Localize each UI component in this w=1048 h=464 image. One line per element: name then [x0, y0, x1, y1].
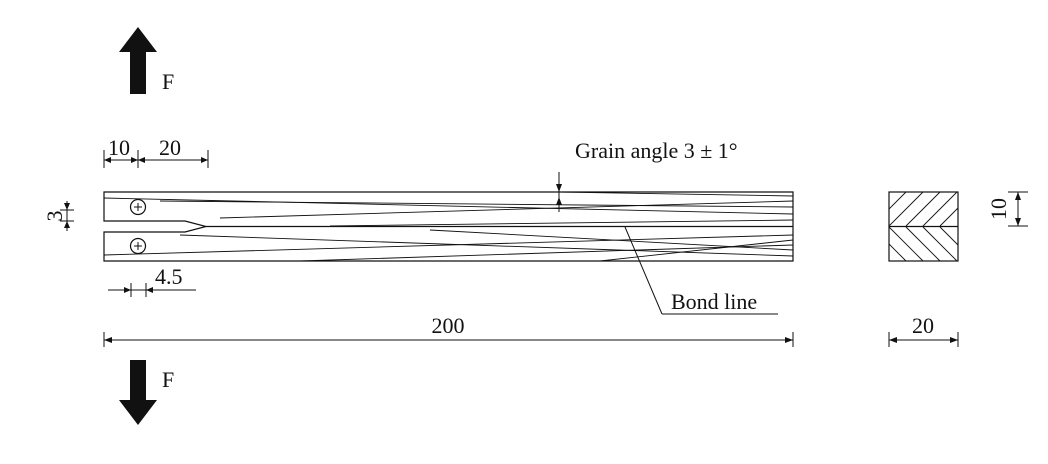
force-arrow-down	[119, 360, 157, 425]
force-arrow-up	[119, 27, 157, 94]
grain-angle-marker	[556, 172, 562, 212]
dim-10-left: 10	[108, 135, 130, 160]
dimension-3	[60, 201, 74, 231]
dim-3: 3	[42, 211, 67, 222]
dimension-10-section	[1008, 191, 1028, 227]
dim-200: 200	[432, 313, 465, 338]
dimension-top-10-20	[103, 150, 209, 168]
dim-20-top: 20	[159, 135, 181, 160]
dim-20-section: 20	[912, 313, 934, 338]
pin-hole-upper-icon	[129, 198, 147, 216]
force-label-bottom: F	[162, 367, 174, 392]
dimension-4-5	[108, 283, 196, 297]
grain-angle-label: Grain angle 3 ± 1°	[575, 138, 738, 163]
specimen-body	[103, 191, 794, 262]
dim-4-5: 4.5	[155, 264, 183, 289]
dimension-20-section	[888, 332, 959, 347]
dim-10-section: 10	[986, 198, 1011, 220]
bond-line-leader	[624, 226, 778, 315]
force-label-top: F	[162, 69, 174, 94]
bond-line-label: Bond line	[671, 289, 757, 314]
cross-section	[888, 191, 959, 262]
dimension-200	[103, 332, 794, 347]
pin-hole-lower-icon	[129, 237, 147, 255]
